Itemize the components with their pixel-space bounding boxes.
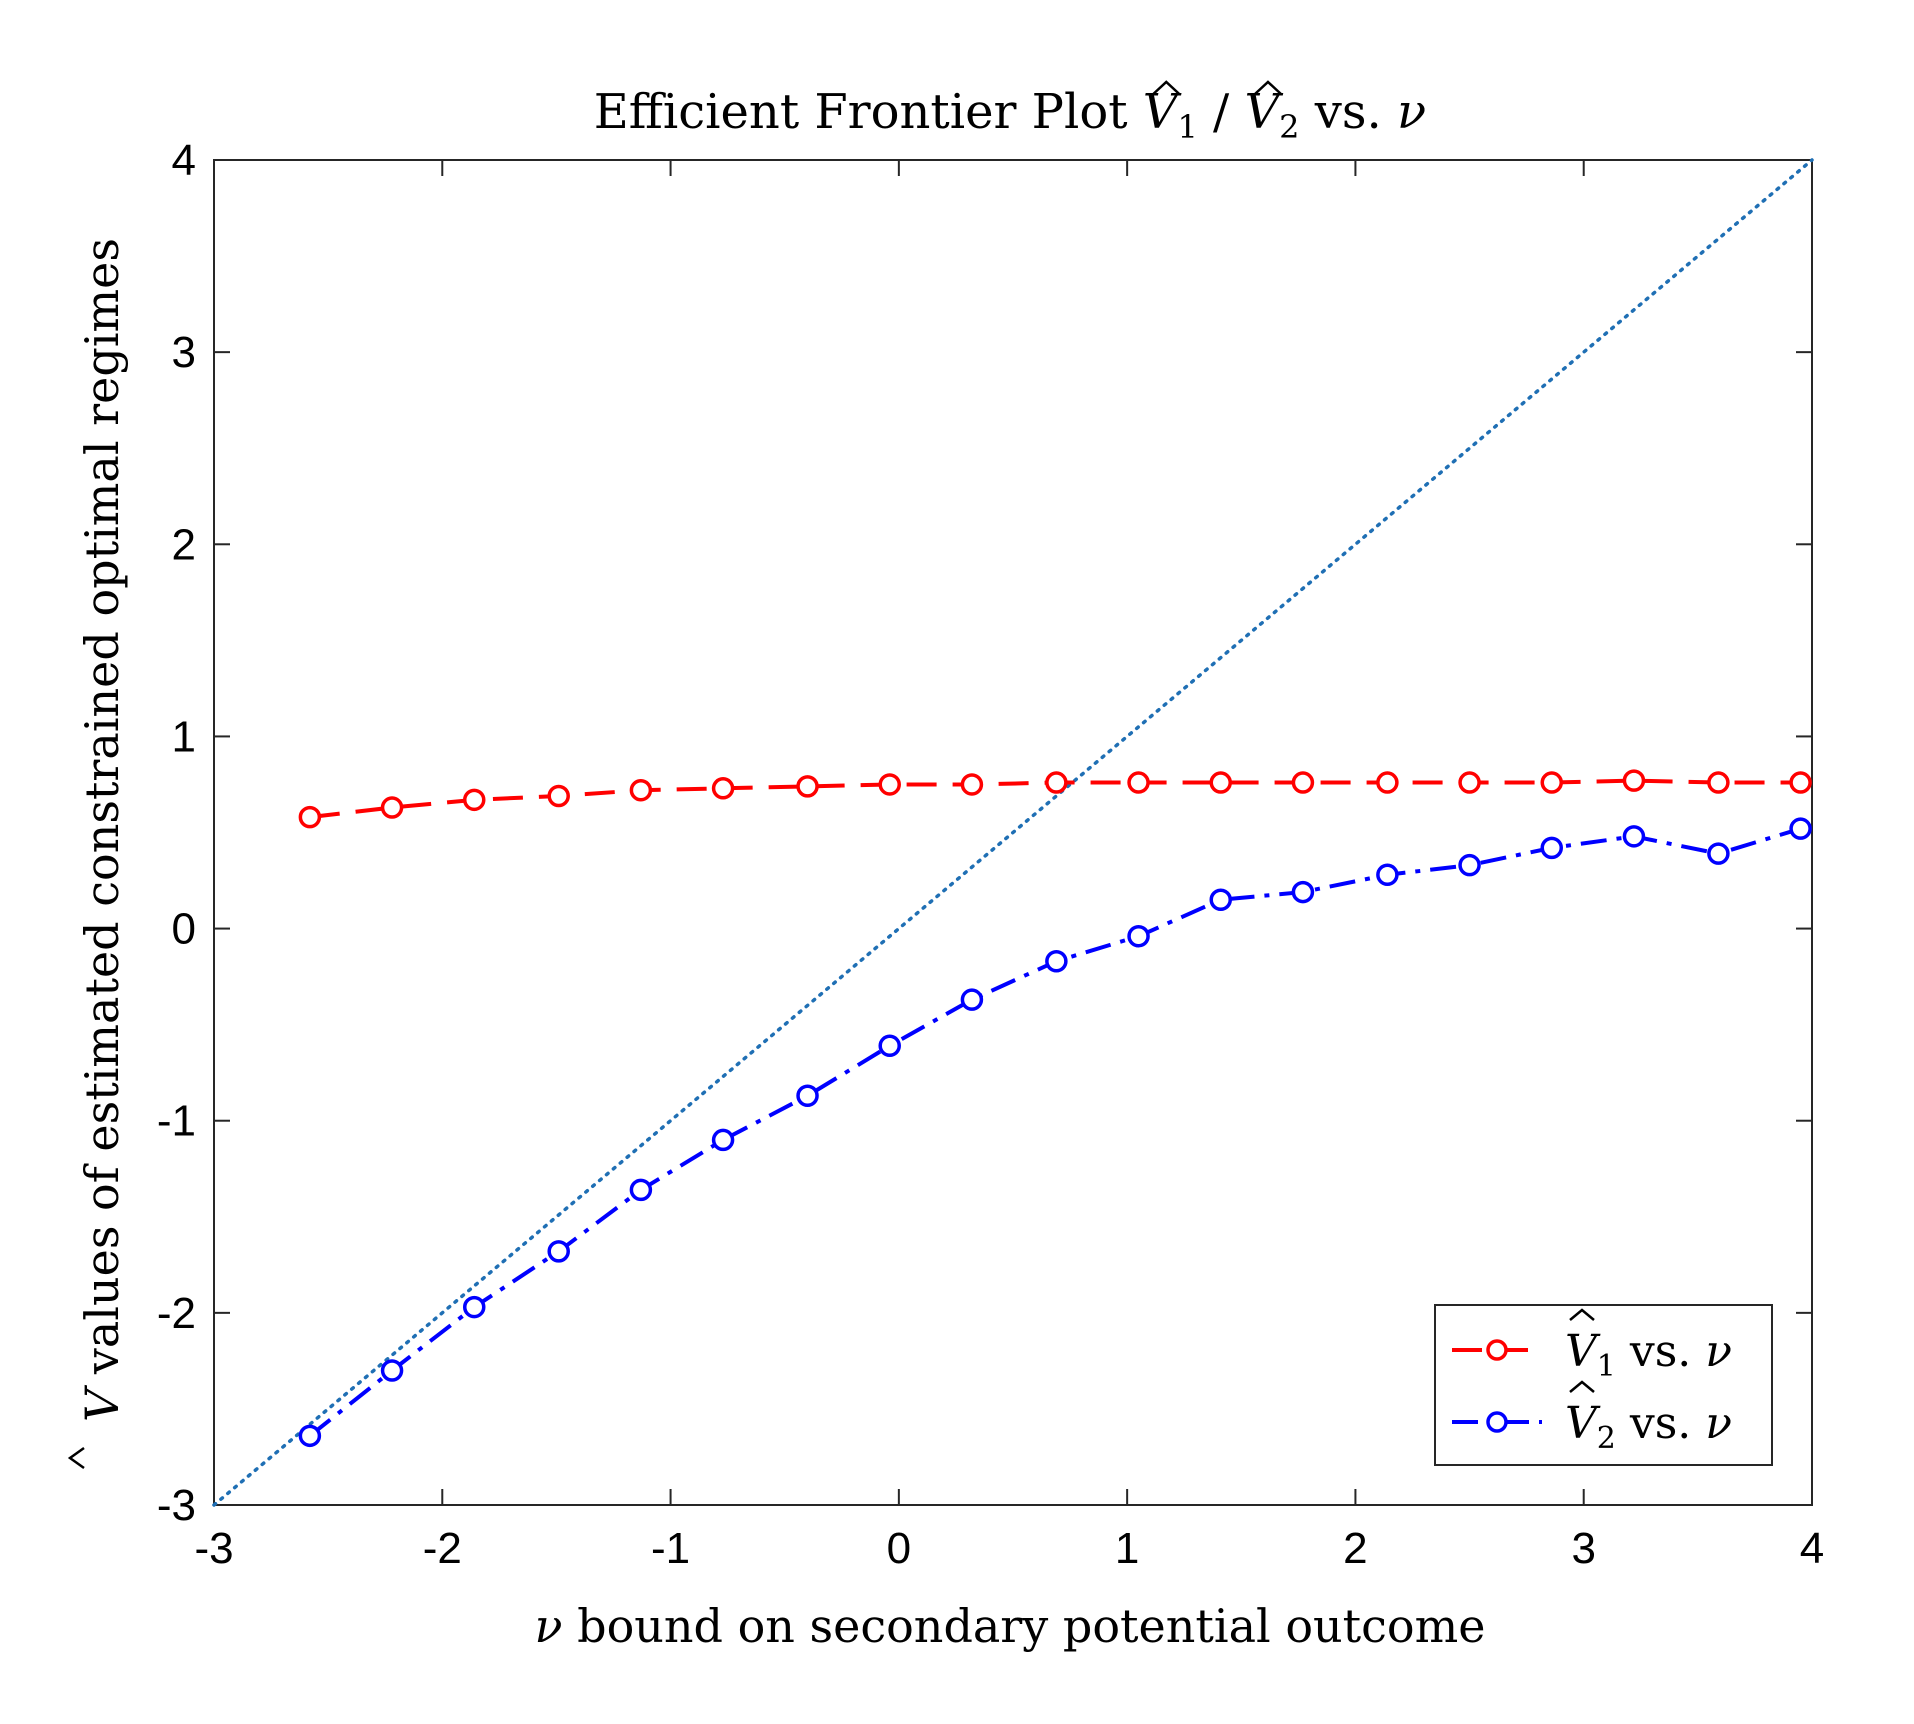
title-v1: V — [1143, 84, 1182, 140]
legend-v1-suffix: vs. — [1616, 1326, 1705, 1377]
xlabel-text: bound on secondary potential outcome — [563, 1599, 1486, 1653]
y-axis-label: V values of estimated constrained optima… — [75, 238, 129, 1422]
series-v1-point — [796, 775, 819, 798]
x-tick-label: 0 — [887, 1524, 911, 1573]
title-hats — [1152, 80, 1282, 95]
series-v2-point — [796, 1084, 819, 1107]
axes-box — [213, 159, 1813, 1506]
series-v2-point — [1707, 842, 1730, 865]
x-tick-labels: -3 -2 -1 0 1 2 3 4 — [194, 1524, 1824, 1573]
x-tick-label: -2 — [423, 1524, 462, 1573]
series-v2-point — [1458, 853, 1481, 877]
y-tick-label: 3 — [172, 328, 196, 377]
x-tick-label: 2 — [1343, 1524, 1367, 1573]
title-nu: ν — [1397, 84, 1426, 140]
series-v1-point — [1127, 771, 1150, 794]
ylabel-v: V — [75, 1384, 129, 1422]
title-hat — [1254, 80, 1282, 95]
series-v2-points — [298, 817, 1812, 1448]
series-v2-point — [711, 1128, 735, 1152]
reference-diagonal-line — [212, 158, 1814, 1507]
series-v1-point — [960, 773, 984, 796]
legend-v1-marker — [1486, 1339, 1508, 1361]
y-tick-label: 1 — [172, 712, 196, 761]
y-tick-label: 0 — [172, 905, 196, 954]
legend-v1-nu: ν — [1705, 1326, 1732, 1377]
title-slash: / — [1198, 84, 1245, 140]
series-v2-point — [1789, 817, 1812, 840]
legend-v2-marker — [1486, 1411, 1508, 1433]
series-v2-point — [878, 1034, 901, 1058]
series-v2-point — [1127, 925, 1150, 948]
series-v2-point — [629, 1178, 653, 1202]
legend-box — [1434, 1304, 1773, 1466]
legend-v1-label: V1 vs. ν — [1565, 1326, 1732, 1384]
y-tick-label: -1 — [157, 1097, 196, 1146]
plot-area: -3 -2 -1 0 1 2 3 4 -3 -2 -1 0 1 2 3 4 — [157, 136, 1824, 1573]
series-v1-point — [462, 788, 486, 812]
series-v2-point — [380, 1359, 404, 1382]
y-tick-label: 2 — [172, 520, 196, 569]
ylabel-text: values of estimated constrained optimal … — [75, 238, 129, 1389]
series-v1-point — [1458, 771, 1481, 794]
legend-v2-label: V2 vs. ν — [1565, 1398, 1732, 1456]
y-tick-label: -3 — [157, 1481, 196, 1530]
series-v1-point — [711, 777, 735, 800]
series-v1-point — [1291, 771, 1315, 794]
title-prefix: Efficient Frontier Plot — [594, 84, 1143, 140]
legend-v1-v: V — [1565, 1326, 1601, 1377]
series-v1-point — [1540, 771, 1564, 794]
series-v2-point — [1622, 825, 1646, 848]
series-v1-point — [1376, 771, 1399, 794]
xlabel-nu: ν — [535, 1599, 563, 1653]
ylabel-hat — [67, 1446, 85, 1470]
title-hat — [1152, 80, 1181, 95]
chart-title: Efficient Frontier Plot V1 / V2 vs. ν — [594, 84, 1426, 146]
title-sub1: 1 — [1177, 108, 1197, 146]
series-v2-point — [298, 1424, 322, 1448]
series-v2-point — [1045, 949, 1068, 973]
series-v1-point — [1209, 771, 1232, 794]
legend-v2-nu: ν — [1705, 1398, 1732, 1449]
x-tick-label: 4 — [1800, 1524, 1824, 1573]
title-sub2: 2 — [1279, 108, 1299, 146]
axis-ticks — [213, 159, 1813, 1506]
series-v2-point — [1376, 863, 1399, 887]
series-v2-point — [1291, 880, 1315, 904]
x-tick-label: 1 — [1115, 1524, 1139, 1573]
series-v1-point — [298, 805, 322, 829]
legend: V1 vs. ν V2 vs. ν — [1434, 1304, 1773, 1466]
legend-v1-hat — [1569, 1308, 1595, 1321]
title-v2: V — [1244, 84, 1283, 140]
x-tick-label: -1 — [651, 1524, 690, 1573]
title-suffix: vs. — [1300, 84, 1398, 140]
legend-v1-sub: 1 — [1597, 1349, 1616, 1384]
series-v1-point — [1622, 769, 1646, 792]
series-v1-points — [298, 769, 1812, 829]
series-v1-point — [629, 778, 653, 802]
x-axis-label: ν bound on secondary potential outcome — [535, 1599, 1486, 1653]
legend-v2-sub: 2 — [1597, 1421, 1616, 1456]
series-v2-point — [960, 988, 984, 1011]
y-tick-label: 4 — [172, 136, 196, 185]
y-tick-labels: -3 -2 -1 0 1 2 3 4 — [157, 136, 196, 1530]
series-v2-point — [1209, 888, 1232, 911]
legend-v2-v: V — [1565, 1398, 1601, 1449]
series-v2-point — [462, 1295, 486, 1319]
series-v2-point — [547, 1240, 570, 1263]
x-tick-label: -3 — [194, 1524, 233, 1573]
y-tick-label: -2 — [157, 1289, 196, 1338]
series-v1-point — [878, 773, 901, 796]
series-v1-point — [547, 784, 570, 808]
series-v1-point — [1045, 771, 1068, 794]
series-v1-point — [380, 796, 404, 819]
legend-v2-suffix: vs. — [1616, 1398, 1705, 1449]
x-tick-label: 3 — [1571, 1524, 1595, 1573]
series-v1-point — [1789, 771, 1812, 794]
series-v1-point — [1707, 771, 1730, 794]
series-v2-point — [1540, 836, 1564, 860]
legend-v2-hat — [1569, 1380, 1595, 1393]
